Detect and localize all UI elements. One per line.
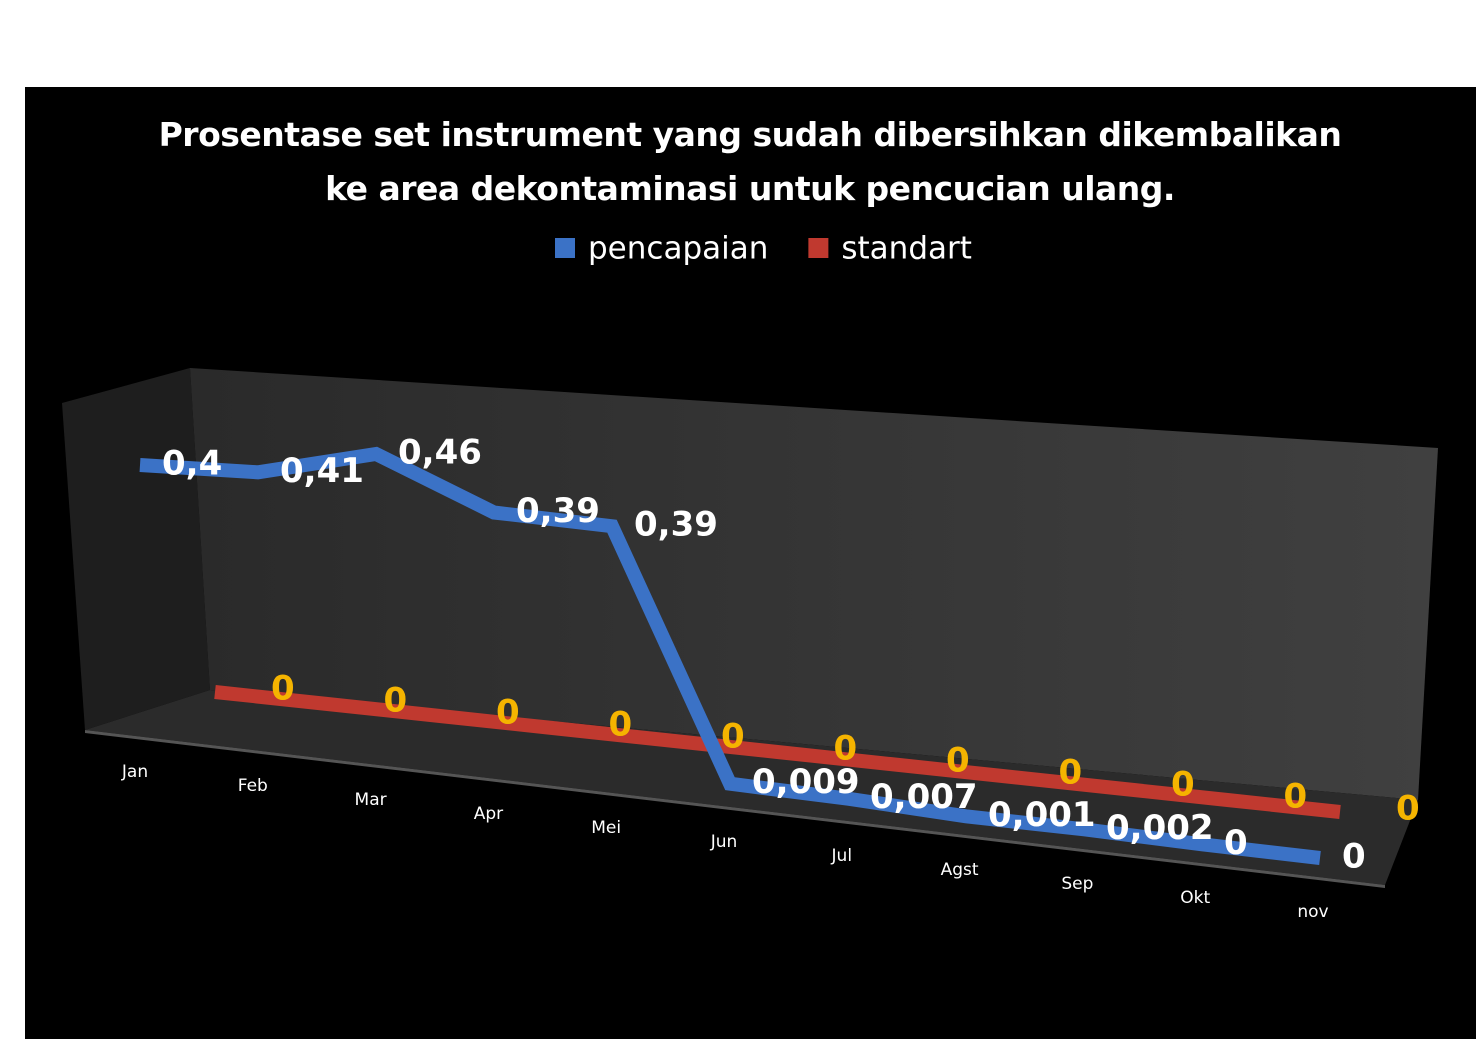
x-tick-label: nov (1297, 902, 1328, 922)
x-tick-label: Jan (121, 762, 148, 782)
data-label: 0,39 (634, 505, 718, 545)
data-label: 0,001 (988, 795, 1096, 835)
data-label: 0,39 (516, 491, 600, 531)
x-tick-label: Jun (710, 832, 738, 852)
data-label: 0 (384, 681, 408, 721)
back-wall (190, 368, 1438, 800)
x-tick-label: Sep (1061, 874, 1093, 894)
data-label: 0,46 (398, 433, 482, 473)
floor-edge (85, 730, 1385, 888)
legend-label: standart (841, 231, 972, 267)
data-label: 0 (1396, 789, 1420, 829)
x-tick-label: Jul (831, 846, 853, 866)
data-label: 0,4 (162, 444, 222, 484)
side-wall (62, 368, 210, 730)
data-label: 0 (1284, 777, 1308, 817)
chart-title: Prosentase set instrument yang sudah dib… (158, 115, 1342, 208)
x-tick-label: Apr (474, 804, 503, 824)
x-tick-label: Mei (591, 818, 621, 838)
data-label: 0,009 (752, 762, 860, 802)
series-line (214, 685, 1341, 819)
data-label: 0,007 (870, 777, 978, 817)
data-label: 0 (1171, 765, 1195, 805)
series-line (139, 446, 1321, 865)
legend-swatch (555, 238, 575, 258)
x-tick-label: Mar (355, 790, 387, 810)
x-tick-label: Okt (1180, 888, 1210, 908)
data-label: 0 (1224, 823, 1248, 863)
data-label: 0 (609, 705, 633, 745)
x-tick-label: Agst (941, 860, 979, 880)
data-label: 0 (496, 693, 520, 733)
data-label: 0 (1342, 837, 1366, 877)
legend-label: pencapaian (588, 231, 768, 267)
legend-swatch (808, 238, 829, 258)
data-label: 0 (1059, 753, 1083, 793)
data-label: 0,002 (1106, 808, 1214, 848)
data-label: 0 (271, 669, 295, 709)
data-label: 0 (834, 729, 858, 769)
data-label: 0 (946, 741, 970, 781)
data-label: 0,41 (280, 451, 364, 491)
data-label: 0 (721, 717, 745, 757)
x-tick-label: Feb (238, 776, 268, 796)
